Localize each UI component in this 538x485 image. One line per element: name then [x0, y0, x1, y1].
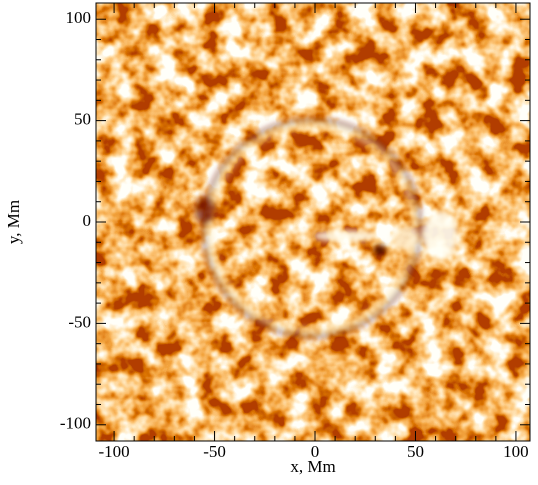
x-axis-label: x, Mm	[290, 457, 335, 476]
x-tick-label: 50	[407, 442, 424, 461]
features	[195, 117, 458, 339]
x-tick-label: -50	[203, 442, 226, 461]
x-tick-label: 0	[311, 442, 320, 461]
heat-image	[96, 3, 530, 441]
image	[96, 3, 530, 441]
x-tick-label: 100	[503, 442, 529, 461]
x-tick-label: -100	[98, 442, 129, 461]
y-tick-label: 50	[74, 110, 91, 129]
y-tick-label: -100	[60, 414, 91, 433]
y-tick-label: 100	[66, 8, 92, 27]
y-tick-label: -50	[68, 312, 91, 331]
y-tick-label: 0	[83, 211, 92, 230]
y-axis-label: y, Mm	[4, 200, 23, 244]
